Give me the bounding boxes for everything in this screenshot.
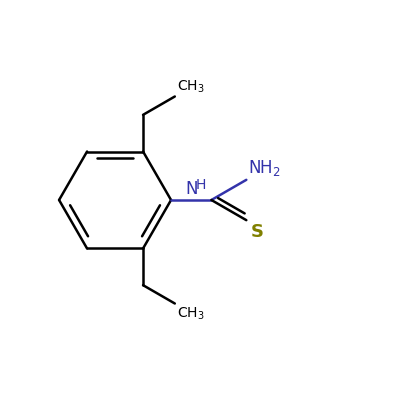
Text: NH$_2$: NH$_2$ <box>248 158 281 178</box>
Text: CH$_3$: CH$_3$ <box>177 306 204 322</box>
Text: CH$_3$: CH$_3$ <box>177 78 204 94</box>
Text: S: S <box>251 223 264 241</box>
Text: N: N <box>185 180 198 198</box>
Text: H: H <box>196 178 206 192</box>
